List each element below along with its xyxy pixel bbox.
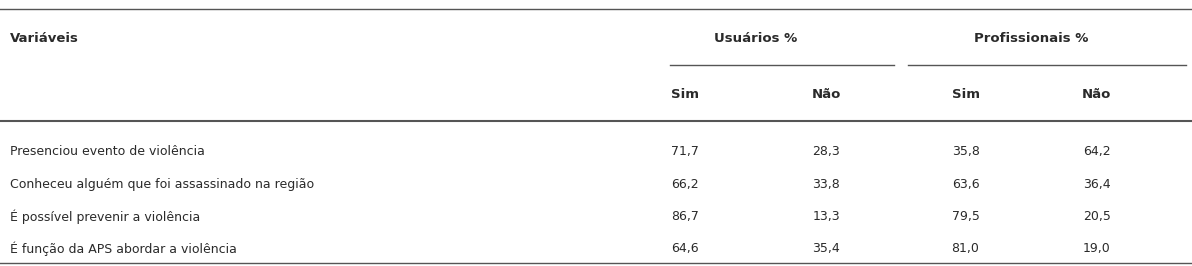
Text: Usuários %: Usuários % xyxy=(714,32,797,45)
Text: 64,6: 64,6 xyxy=(671,242,700,255)
Text: Conheceu alguém que foi assassinado na região: Conheceu alguém que foi assassinado na r… xyxy=(10,178,313,191)
Text: 81,0: 81,0 xyxy=(951,242,980,255)
Text: É função da APS abordar a violência: É função da APS abordar a violência xyxy=(10,242,236,256)
Text: 20,5: 20,5 xyxy=(1082,210,1111,223)
Text: É possível prevenir a violência: É possível prevenir a violência xyxy=(10,210,200,224)
Text: 63,6: 63,6 xyxy=(951,178,980,191)
Text: 13,3: 13,3 xyxy=(812,210,840,223)
Text: 36,4: 36,4 xyxy=(1082,178,1111,191)
Text: Não: Não xyxy=(812,88,840,101)
Text: 33,8: 33,8 xyxy=(812,178,840,191)
Text: 19,0: 19,0 xyxy=(1082,242,1111,255)
Text: 35,4: 35,4 xyxy=(812,242,840,255)
Text: 86,7: 86,7 xyxy=(671,210,700,223)
Text: Variáveis: Variáveis xyxy=(10,32,79,45)
Text: 28,3: 28,3 xyxy=(812,145,840,158)
Text: 71,7: 71,7 xyxy=(671,145,700,158)
Text: 66,2: 66,2 xyxy=(671,178,700,191)
Text: Sim: Sim xyxy=(671,88,700,101)
Text: 64,2: 64,2 xyxy=(1082,145,1111,158)
Text: Não: Não xyxy=(1082,88,1111,101)
Text: Presenciou evento de violência: Presenciou evento de violência xyxy=(10,145,204,158)
Text: Profissionais %: Profissionais % xyxy=(974,32,1088,45)
Text: Sim: Sim xyxy=(951,88,980,101)
Text: 35,8: 35,8 xyxy=(951,145,980,158)
Text: 79,5: 79,5 xyxy=(951,210,980,223)
